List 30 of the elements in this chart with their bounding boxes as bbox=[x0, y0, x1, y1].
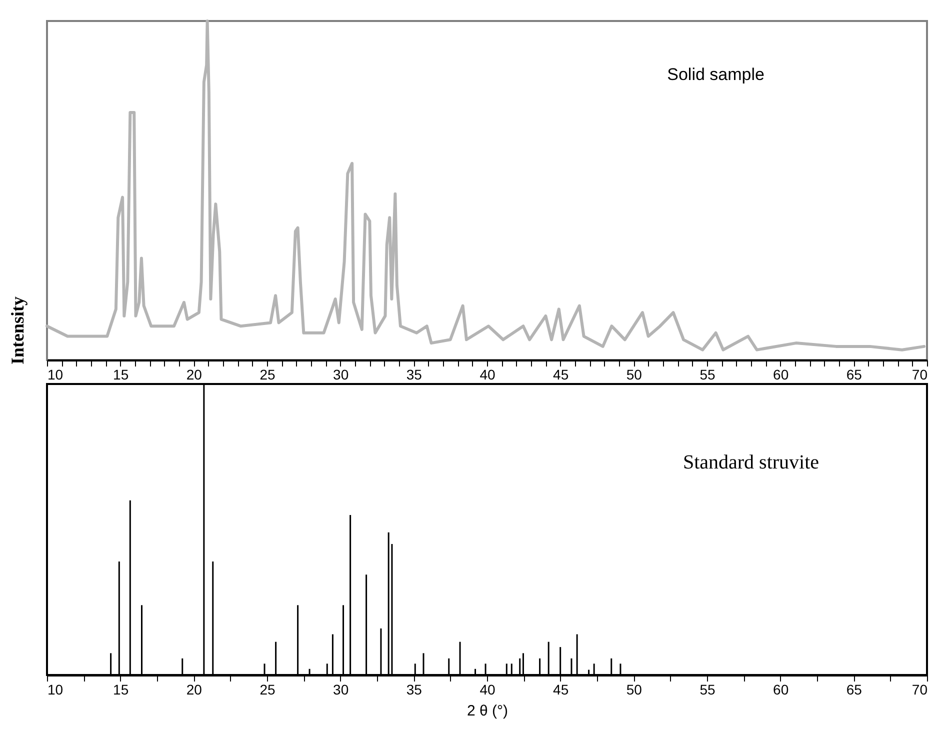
x-tick-label: 50 bbox=[626, 366, 642, 382]
x-tick-label: 15 bbox=[113, 682, 129, 698]
x-tick-label: 50 bbox=[626, 682, 642, 698]
x-tick-label: 30 bbox=[333, 682, 349, 698]
x-tick-label: 40 bbox=[480, 366, 496, 382]
x-tick-label: 60 bbox=[773, 366, 789, 382]
x-tick-label: 25 bbox=[260, 366, 276, 382]
x-tick-label: 45 bbox=[553, 682, 569, 698]
x-tick-label: 35 bbox=[406, 682, 422, 698]
x-tick-label: 40 bbox=[480, 682, 496, 698]
x-tick-label: 20 bbox=[186, 366, 202, 382]
x-tick-label: 15 bbox=[113, 366, 129, 382]
x-tick-label: 65 bbox=[846, 366, 862, 382]
x-tick-label: 10 bbox=[48, 682, 64, 698]
x-tick-label: 55 bbox=[700, 682, 716, 698]
x-tick-label: 60 bbox=[773, 682, 789, 698]
x-tick-label: 30 bbox=[333, 366, 349, 382]
x-tick-label: 45 bbox=[553, 366, 569, 382]
x-tick-label: 20 bbox=[186, 682, 202, 698]
x-tick-label: 65 bbox=[846, 682, 862, 698]
x-axis-title: 2 θ (°) bbox=[466, 702, 508, 720]
annotation: Standard struvite bbox=[682, 452, 820, 474]
x-tick-label: 35 bbox=[406, 366, 422, 382]
x-tick-label: 10 bbox=[48, 366, 64, 382]
x-tick-label: 55 bbox=[700, 366, 716, 382]
annotation: Solid sample bbox=[667, 65, 764, 84]
x-tick-label: 70 bbox=[912, 366, 928, 382]
x-tick-label: 25 bbox=[260, 682, 276, 698]
x-tick-label: 70 bbox=[912, 682, 928, 698]
y-axis-title: Intensity bbox=[8, 296, 28, 365]
